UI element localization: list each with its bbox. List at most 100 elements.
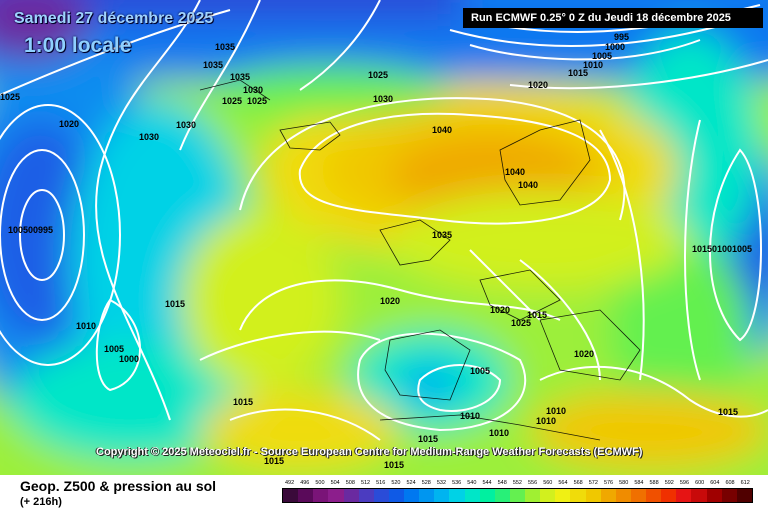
legend-color-bar [282, 488, 753, 503]
legend-value: 540 [467, 480, 477, 486]
legend-value: 520 [391, 480, 401, 486]
legend-value: 516 [376, 480, 386, 486]
pressure-label: 1000 [605, 42, 625, 52]
pressure-label: 1015 [568, 68, 588, 78]
pressure-label: 1020 [490, 305, 510, 315]
legend-swatch [676, 489, 692, 502]
legend-value: 600 [695, 480, 705, 486]
pressure-label: 1015 [233, 397, 253, 407]
legend-labels: 492 496 500 504 508 512 516 520 524 528 532 536 540 5… [282, 480, 753, 486]
legend-swatch [313, 489, 329, 502]
forecast-time: 1:00 locale [24, 34, 132, 57]
legend-swatch [494, 489, 510, 502]
legend-swatch [721, 489, 737, 502]
legend-swatch [736, 489, 752, 502]
pressure-label: 1030 [373, 94, 393, 104]
legend-swatch [449, 489, 465, 502]
legend-swatch [464, 489, 480, 502]
pressure-label: 1005 [104, 344, 124, 354]
legend-value: 500 [315, 480, 325, 486]
pressure-label: 1025 [247, 96, 267, 106]
legend-value: 608 [725, 480, 735, 486]
legend-value: 612 [740, 480, 750, 486]
legend-swatch [525, 489, 541, 502]
pressure-label: 1020 [59, 119, 79, 129]
legend-value: 560 [543, 480, 553, 486]
legend-value: 576 [603, 480, 614, 486]
pressure-label: 1035 [203, 60, 223, 70]
legend-swatch [509, 489, 525, 502]
legend-value: 564 [558, 480, 568, 486]
pressure-label: 1000 [119, 354, 139, 364]
pressure-label: 1010 [583, 60, 603, 70]
legend-swatch [661, 489, 677, 502]
pressure-label: 1035 [230, 72, 250, 82]
legend-value: 552 [512, 480, 522, 486]
legend-swatch [419, 489, 435, 502]
pressure-label: 1025 [368, 70, 388, 80]
pressure-label: 1010 [546, 406, 566, 416]
forecast-date: Samedi 27 décembre 2025 [14, 10, 214, 27]
pressure-label: 1040 [505, 167, 525, 177]
legend-value: 584 [634, 480, 644, 486]
legend-value: 588 [649, 480, 659, 486]
pressure-label: 1020 [574, 349, 594, 359]
legend-value: 504 [330, 480, 340, 486]
pressure-label: 1010 [76, 321, 96, 331]
pressure-label: 1035 [215, 42, 235, 52]
pressure-label: 1005 [470, 366, 490, 376]
pressure-label: 1005 [592, 51, 612, 61]
legend-swatch [646, 489, 662, 502]
legend-value: 572 [588, 480, 598, 486]
legend-swatch [570, 489, 586, 502]
legend-swatch [691, 489, 707, 502]
pressure-label: 100500995 [8, 225, 53, 235]
pressure-label: 1030 [243, 85, 263, 95]
legend-value: 592 [664, 480, 674, 486]
legend-value: 544 [482, 480, 492, 486]
weather-map: 1035 1035 1035 1030 1025 1030 1025 1020 … [0, 0, 768, 475]
isobars [0, 0, 768, 440]
model-run-info: Run ECMWF 0.25° 0 Z du Jeudi 18 décembre… [463, 8, 763, 28]
pressure-labels: 1035 1035 1035 1030 1025 1030 1025 1020 … [0, 32, 752, 470]
legend-value: 496 [300, 480, 310, 486]
legend-swatch [358, 489, 374, 502]
legend-value: 568 [573, 480, 583, 486]
pressure-label: 1020 [380, 296, 400, 306]
legend-value: 508 [345, 480, 355, 486]
pressure-label: 995 [614, 32, 629, 42]
pressure-label: 1015 [718, 407, 738, 417]
pressure-label: 1025 [0, 92, 20, 102]
legend-swatch [630, 489, 646, 502]
pressure-label: 1025 [511, 318, 531, 328]
pressure-label: 1010 [489, 428, 509, 438]
color-legend: 492 496 500 504 508 512 516 520 524 528 532 536 540 5… [282, 480, 753, 508]
legend-value: 604 [710, 480, 720, 486]
pressure-label: 1010 [536, 416, 556, 426]
legend-swatch [283, 489, 299, 502]
legend-value: 512 [360, 480, 371, 486]
legend-swatch [615, 489, 631, 502]
legend-value: 548 [497, 480, 507, 486]
pressure-label: 1030 [176, 120, 196, 130]
legend-swatch [328, 489, 344, 502]
legend-swatch [434, 489, 450, 502]
pressure-label: 1040 [432, 125, 452, 135]
legend-value: 536 [452, 480, 462, 486]
legend-value: 556 [528, 480, 538, 486]
pressure-label: 1025 [222, 96, 242, 106]
map-title: Geop. Z500 & pression au sol [20, 478, 217, 494]
legend-value: 580 [619, 480, 629, 486]
pressure-label: 1030 [139, 132, 159, 142]
legend-value: 596 [679, 480, 690, 486]
legend-swatch [343, 489, 359, 502]
geopotential-field: 1035 1035 1035 1030 1025 1030 1025 1020 … [0, 0, 768, 475]
pressure-label: 1015 [527, 310, 547, 320]
pressure-label: 1010 [460, 411, 480, 421]
forecast-range: (+ 216h) [20, 496, 62, 508]
legend-value: 492 [285, 480, 295, 486]
copyright-notice: Copyright © 2025 Meteociel.fr - Source E… [96, 446, 643, 458]
legend-value: 528 [421, 480, 431, 486]
legend-swatch [585, 489, 601, 502]
legend-swatch [600, 489, 616, 502]
